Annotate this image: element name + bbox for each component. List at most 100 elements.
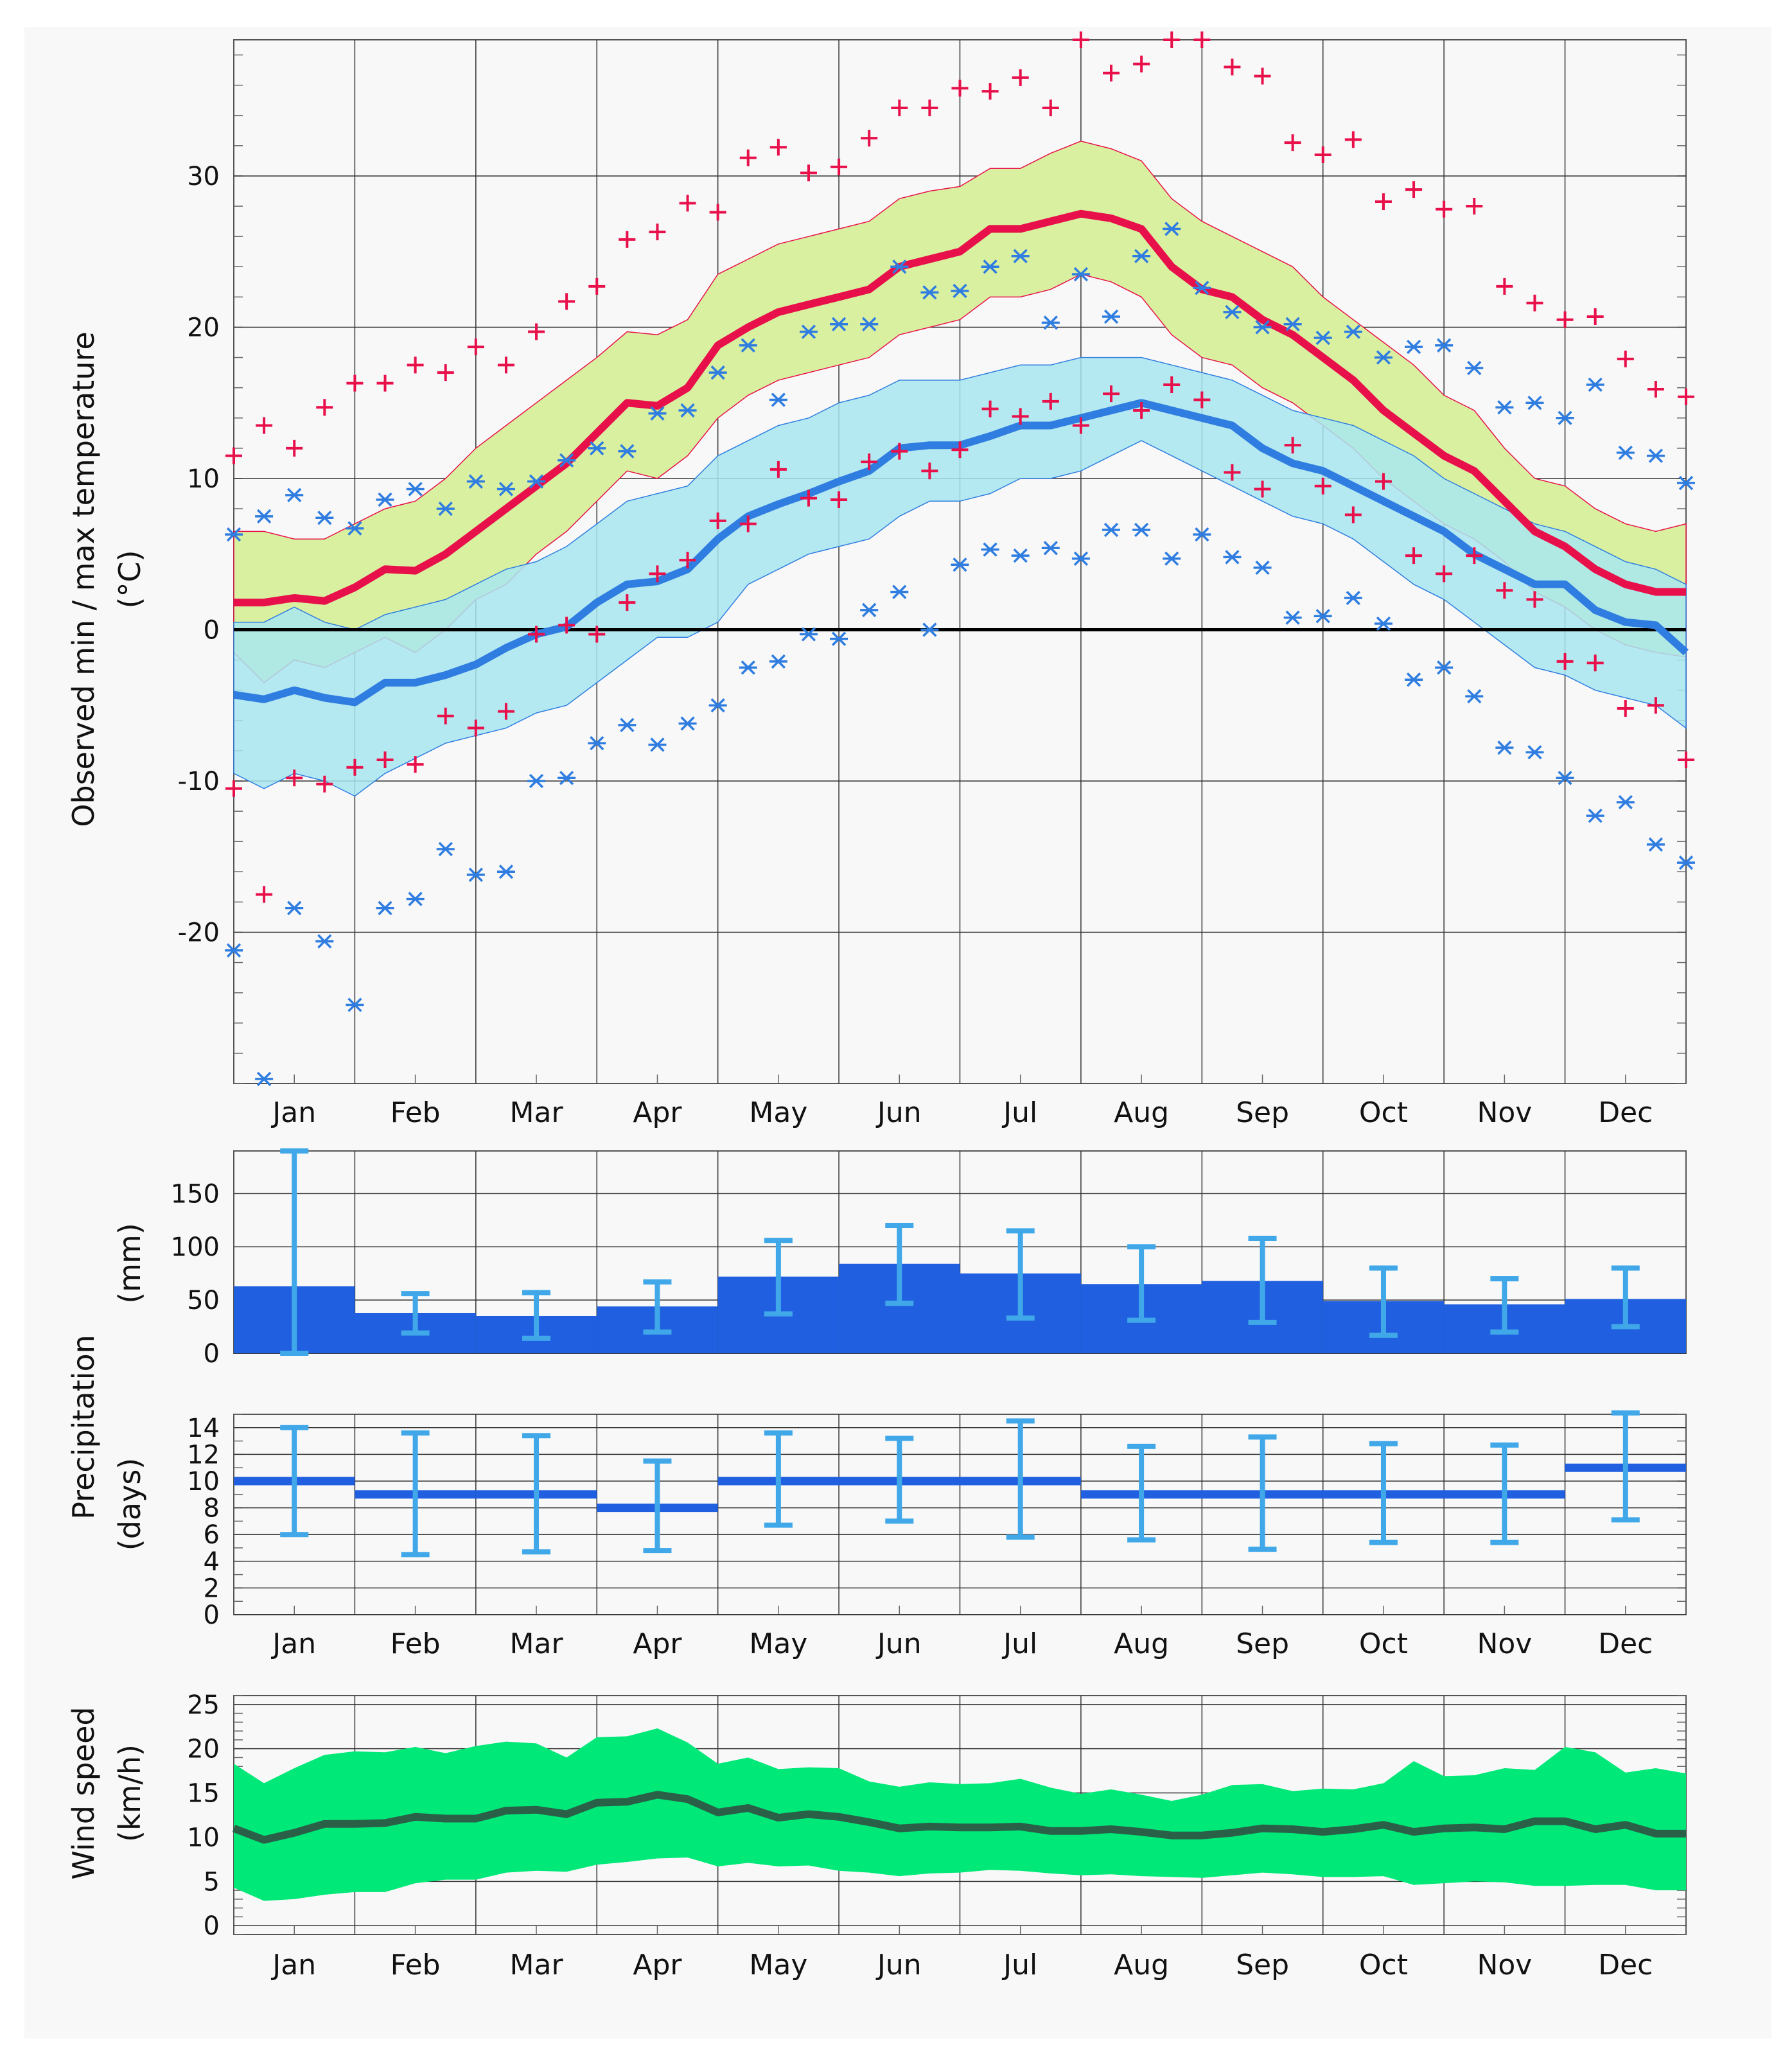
- record-max-low-marker: [1344, 506, 1362, 523]
- record-max-low-marker: [588, 626, 606, 643]
- record-min-marker: [225, 943, 243, 958]
- temperature-month-label: Apr: [633, 1096, 682, 1129]
- record-max-marker: [286, 439, 303, 457]
- precipitation-mm-error-bar: [764, 1238, 793, 1317]
- record-max-marker: [1466, 198, 1483, 215]
- precipitation-mm-error-bar: [1369, 1265, 1398, 1338]
- record-min-high-marker: [1616, 445, 1635, 461]
- record-min-high-marker: [1465, 360, 1484, 376]
- record-min-high-marker: [830, 317, 848, 331]
- precipitation-days-unit: (days): [112, 1458, 147, 1550]
- precipitation-days-error-bar: [643, 1458, 672, 1554]
- wind-axis-unit: (km/h): [112, 1744, 147, 1842]
- record-max-low-marker: [619, 594, 636, 611]
- record-max-low-marker: [709, 512, 726, 529]
- record-max-marker: [1617, 350, 1634, 367]
- wind-month-label: Aug: [1114, 1949, 1169, 1981]
- precipitation-days-error-bar: [1611, 1410, 1640, 1523]
- record-min-marker: [769, 654, 787, 669]
- record-min-marker: [890, 584, 909, 599]
- record-max-marker: [679, 195, 696, 212]
- record-min-marker: [315, 934, 334, 949]
- record-max-low-marker: [1466, 547, 1483, 565]
- record-min-high-marker: [285, 487, 304, 503]
- record-min-high-marker: [496, 482, 515, 496]
- record-min-marker: [1163, 551, 1181, 566]
- precipitation-days-error-bar: [1127, 1443, 1156, 1543]
- record-min-high-marker: [436, 501, 455, 516]
- precipitation-days-error-bar: [885, 1435, 914, 1524]
- record-min-marker: [1556, 771, 1574, 786]
- temperature-month-label: Oct: [1359, 1096, 1408, 1129]
- precipitation-month-label: Dec: [1598, 1628, 1653, 1660]
- record-max-low-marker: [739, 515, 757, 532]
- record-min-high-marker: [1193, 281, 1211, 295]
- record-max-marker: [1436, 200, 1453, 218]
- record-max-low-marker: [316, 775, 333, 793]
- temperature-month-label: Jun: [875, 1096, 922, 1129]
- record-min-high-marker: [920, 285, 939, 300]
- record-min-high-marker: [1253, 320, 1272, 335]
- record-min-marker: [1495, 741, 1514, 755]
- record-min-high-marker: [1041, 315, 1060, 330]
- temperature-panel: -20 -10 0 10 20 30 Jan Feb Mar Apr May Jun Jul Aug Sep…: [178, 31, 1695, 1129]
- record-max-marker: [467, 338, 484, 356]
- precipitation-month-label: Jan: [270, 1628, 316, 1660]
- record-max-low-marker: [1556, 653, 1574, 670]
- wind-month-label: Jul: [1001, 1949, 1037, 1981]
- temperature-month-label: Sep: [1236, 1096, 1289, 1129]
- record-max-marker: [376, 374, 394, 392]
- record-min-marker: [1344, 590, 1362, 606]
- temperature-month-label: May: [749, 1096, 807, 1129]
- wind-month-label: Feb: [391, 1949, 441, 1981]
- record-min-high-marker: [1495, 400, 1514, 415]
- precipitation-mm-error-bar: [1248, 1235, 1277, 1325]
- precipitation-month-label: Apr: [633, 1628, 682, 1660]
- record-max-marker: [709, 204, 726, 221]
- record-min-high-marker: [1374, 350, 1392, 365]
- record-max-low-marker: [528, 626, 545, 643]
- precipitation-mm-error-bar: [522, 1290, 551, 1341]
- record-max-marker: [558, 293, 575, 310]
- record-max-low-marker: [286, 769, 303, 787]
- record-min-marker: [1465, 689, 1484, 704]
- record-min-marker: [558, 771, 576, 786]
- record-min-marker: [1313, 609, 1332, 624]
- record-min-marker: [1283, 610, 1302, 625]
- record-max-marker: [588, 277, 606, 295]
- precipitation-days-y-tick-label: 14: [187, 1414, 220, 1443]
- record-min-marker: [1435, 660, 1454, 675]
- record-min-high-marker: [1556, 410, 1574, 425]
- record-min-high-marker: [1223, 304, 1242, 320]
- wind-y-tick-label: 15: [187, 1779, 220, 1809]
- record-max-marker: [951, 80, 969, 97]
- record-max-low-marker: [1254, 480, 1271, 498]
- record-max-marker: [316, 399, 333, 416]
- precipitation-mm-error-bar: [1127, 1244, 1156, 1323]
- wind-month-label: Apr: [633, 1949, 682, 1981]
- record-max-marker: [1042, 99, 1059, 116]
- record-max-low-marker: [497, 703, 514, 720]
- record-max-low-marker: [861, 453, 878, 471]
- record-max-marker: [1284, 134, 1301, 152]
- wind-month-label: May: [749, 1949, 807, 1981]
- record-max-low-marker: [649, 565, 666, 583]
- record-max-marker: [891, 99, 908, 116]
- record-max-marker: [1375, 193, 1392, 210]
- record-min-marker: [376, 900, 394, 915]
- record-min-high-marker: [860, 317, 879, 331]
- record-max-low-marker: [346, 759, 364, 776]
- record-min-high-marker: [890, 259, 909, 274]
- precipitation-mm-y-tick-label: 50: [187, 1286, 220, 1315]
- record-min-marker: [346, 997, 364, 1012]
- record-min-high-marker: [346, 521, 364, 536]
- precipitation-days-y-tick-label: 10: [187, 1467, 220, 1497]
- record-min-marker: [406, 891, 425, 906]
- record-max-low-marker: [1496, 582, 1513, 599]
- record-min-high-marker: [1525, 396, 1544, 410]
- precipitation-month-label: Feb: [391, 1628, 441, 1660]
- record-min-marker: [1223, 550, 1242, 565]
- record-max-low-marker: [1072, 417, 1089, 434]
- temperature-y-tick-label: 30: [187, 162, 220, 191]
